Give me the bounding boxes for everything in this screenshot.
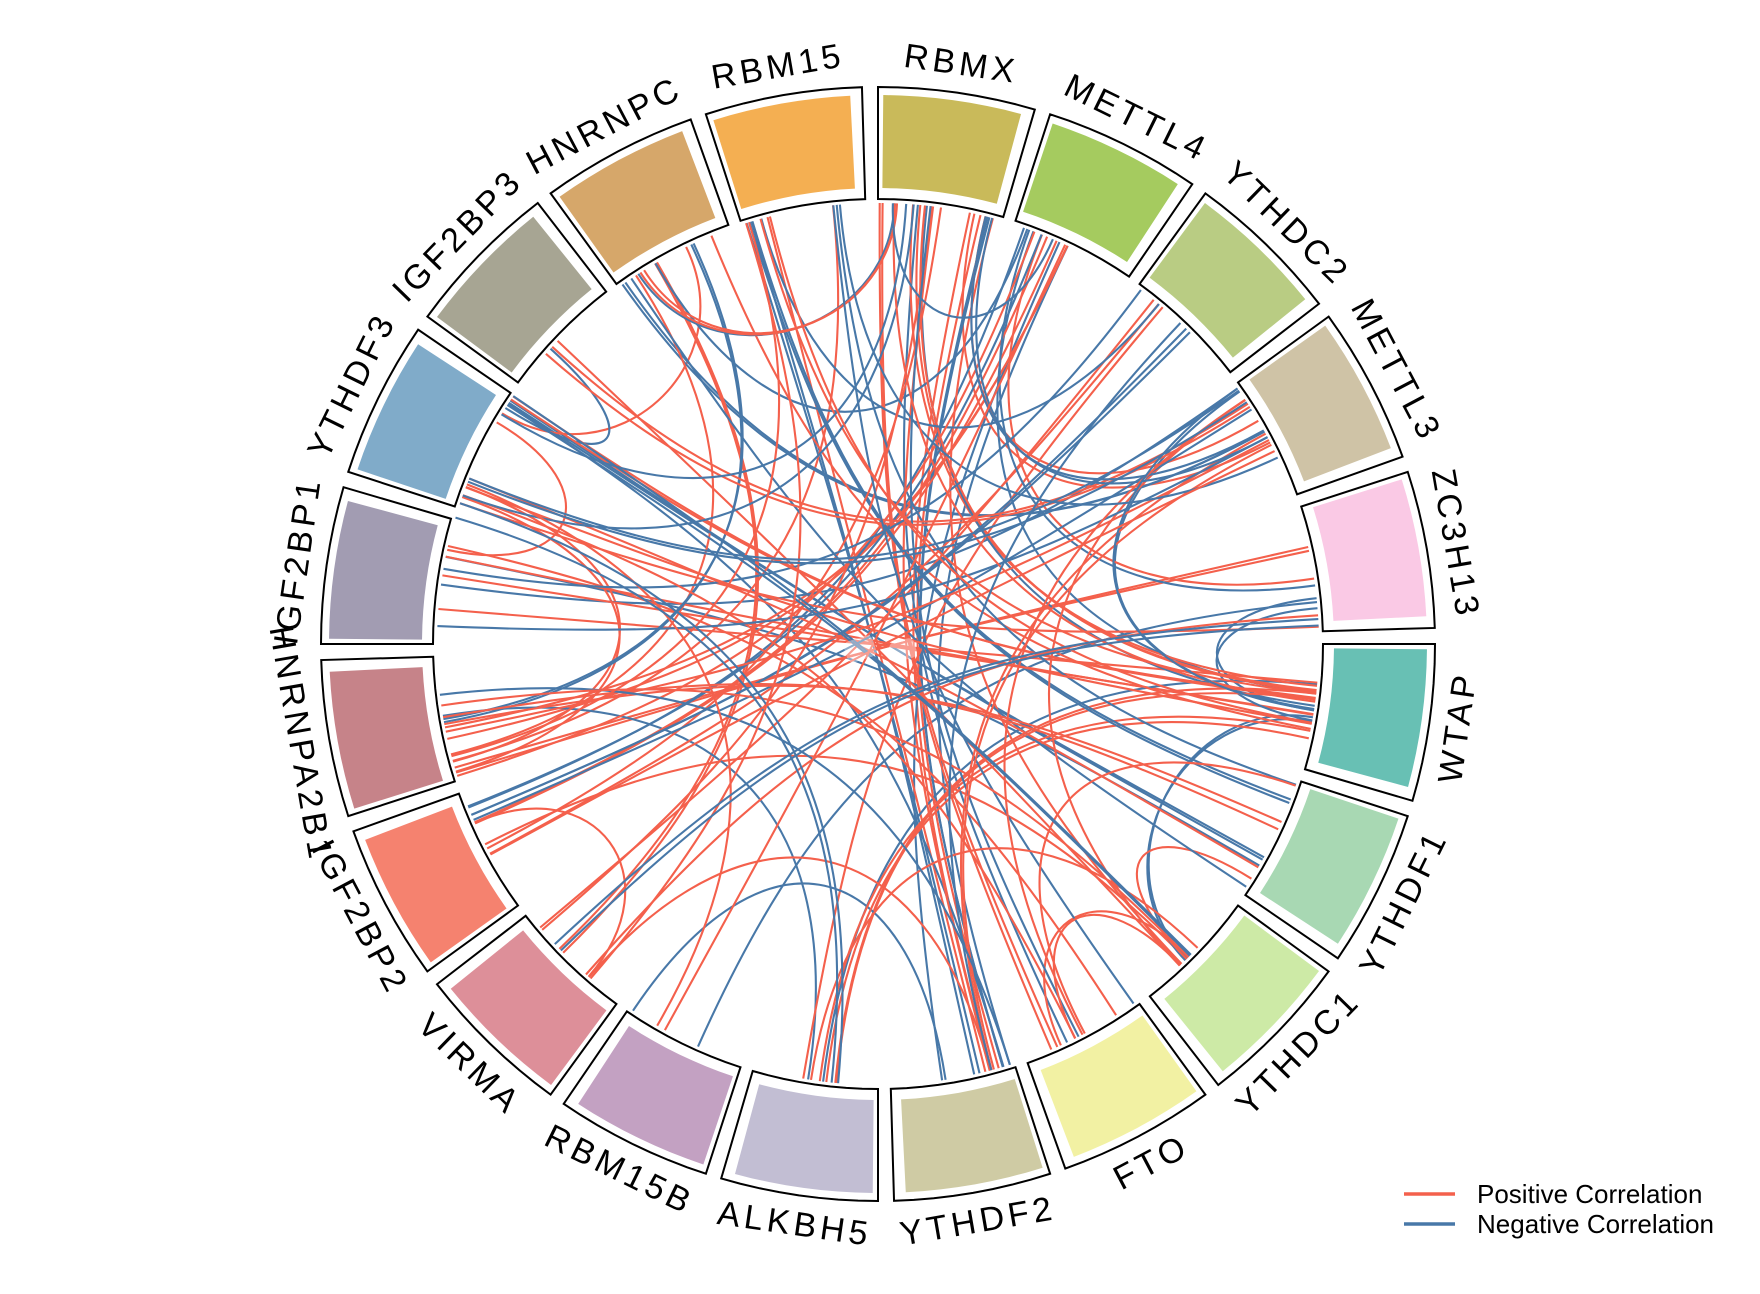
svg-text:Positive Correlation: Positive Correlation (1477, 1179, 1702, 1209)
svg-text:Negative Correlation: Negative Correlation (1477, 1209, 1714, 1239)
